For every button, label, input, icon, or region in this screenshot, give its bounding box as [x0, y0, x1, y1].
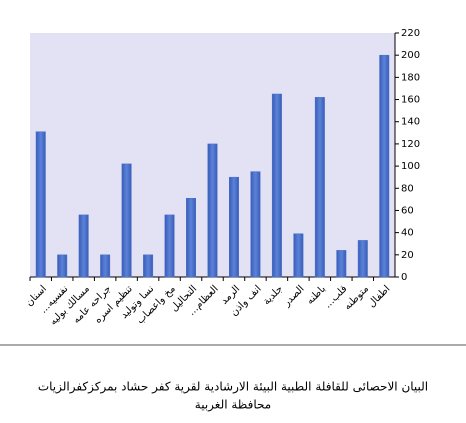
bar — [228, 176, 239, 278]
bar — [35, 131, 46, 278]
y-tick-label: 40 — [401, 228, 414, 239]
chart-title: البيان الاحصائى للقافلة الطبية البيئة ال… — [38, 380, 428, 395]
bar — [314, 97, 325, 278]
bar — [293, 233, 304, 278]
chart-title: محافظة الغربية — [195, 398, 271, 413]
y-tick-label: 220 — [401, 28, 420, 39]
x-tick-label: متوطنه — [342, 283, 371, 312]
y-tick-label: 20 — [401, 250, 414, 261]
bar — [121, 163, 132, 278]
y-tick-label: 80 — [401, 183, 414, 194]
x-tick-label: الصدر — [281, 283, 307, 309]
bar — [186, 198, 197, 278]
y-tick-label: 180 — [401, 72, 420, 83]
y-tick-label: 60 — [401, 205, 414, 216]
y-tick-label: 120 — [401, 139, 420, 150]
bar — [100, 254, 111, 278]
bar — [357, 240, 368, 278]
bar — [379, 54, 390, 278]
bar — [143, 254, 154, 278]
y-tick-label: 100 — [401, 161, 420, 172]
y-tick-label: 140 — [401, 117, 420, 128]
x-tick-label: جلدية — [261, 283, 285, 307]
y-tick-label: 160 — [401, 95, 420, 106]
bar — [78, 214, 89, 278]
x-tick-label: اطفال — [366, 283, 392, 309]
bar — [271, 93, 282, 278]
y-tick-label: 200 — [401, 50, 420, 61]
y-tick-label: 0 — [401, 272, 407, 283]
bar — [250, 171, 261, 278]
bar — [57, 254, 68, 278]
bar — [164, 214, 175, 278]
bar — [336, 250, 347, 278]
bar — [207, 143, 218, 278]
